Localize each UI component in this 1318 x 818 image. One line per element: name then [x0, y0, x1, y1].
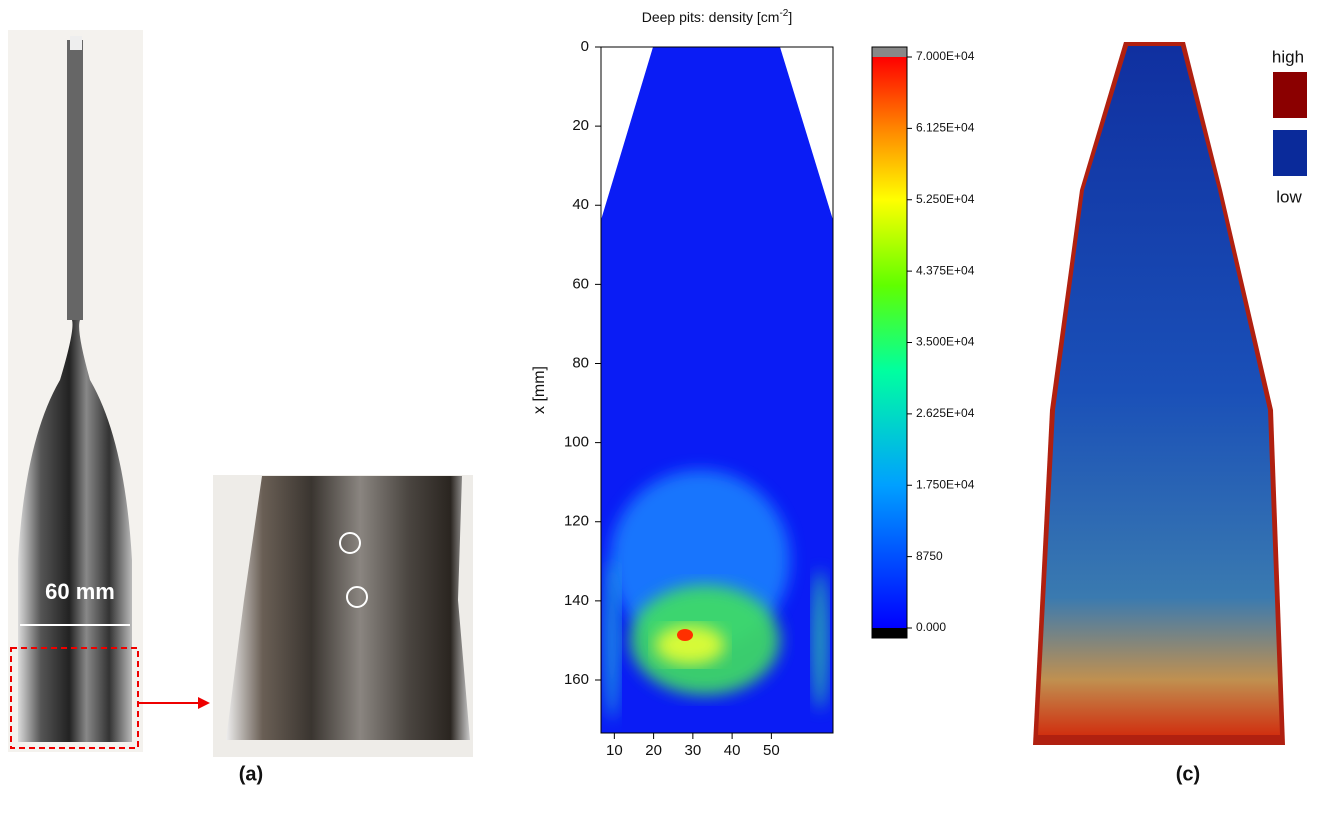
colorbar-tick-label: 5.250E+04 — [916, 192, 975, 206]
scale-label: 60 mm — [45, 579, 115, 604]
y-tick-label: 40 — [572, 196, 589, 213]
legend-low: low — [1276, 187, 1302, 206]
photo-zoom — [213, 475, 473, 757]
y-tick-label: 0 — [581, 38, 589, 55]
panel-label: (a) — [239, 763, 263, 785]
y-axis-label: x [mm] — [531, 366, 548, 414]
title-end: ] — [788, 9, 792, 25]
x-tick-label: 10 — [606, 742, 623, 759]
heatmap — [601, 47, 833, 733]
x-tick-label: 50 — [763, 742, 780, 759]
zoom-box — [10, 647, 139, 749]
colorbar-tick-label: 2.625E+04 — [916, 406, 975, 420]
y-tick-label: 120 — [564, 513, 589, 530]
x-tick-label: 40 — [724, 742, 741, 759]
chart-title: Deep pits: density [cm-2] — [642, 8, 793, 25]
zoom-arrowhead — [198, 697, 210, 709]
legend-high: high — [1272, 47, 1304, 66]
x-tick-label: 30 — [685, 742, 702, 759]
legend-swatch-high — [1273, 72, 1307, 118]
colorbar-tick-label: 4.375E+04 — [916, 263, 975, 277]
y-tick-label: 140 — [564, 592, 589, 609]
y-tick-label: 100 — [564, 434, 589, 451]
pit-map — [1033, 42, 1285, 745]
y-tick-label: 20 — [572, 117, 589, 134]
panel-label: (c) — [1176, 763, 1200, 785]
colorbar-tick-label: 6.125E+04 — [916, 121, 975, 135]
colorbar-tick-label: 7.000E+04 — [916, 49, 975, 63]
plot-frame — [600, 46, 834, 734]
colorbar-tick-label: 0.000 — [916, 620, 946, 634]
title-text: Deep pits: density [cm — [642, 9, 780, 25]
y-tick-label: 60 — [572, 275, 589, 292]
photo-rod — [8, 30, 143, 752]
title-superscript: -2 — [779, 8, 788, 19]
colorbar-tick-label: 1.750E+04 — [916, 477, 975, 491]
legend-swatch-low — [1273, 130, 1307, 176]
colorbar — [871, 46, 908, 639]
x-tick-label: 20 — [645, 742, 662, 759]
colorbar-tick-label: 3.500E+04 — [916, 335, 975, 349]
y-tick-label: 160 — [564, 671, 589, 688]
y-tick-label: 80 — [572, 354, 589, 371]
colorbar-tick-label: 8750 — [916, 549, 943, 563]
